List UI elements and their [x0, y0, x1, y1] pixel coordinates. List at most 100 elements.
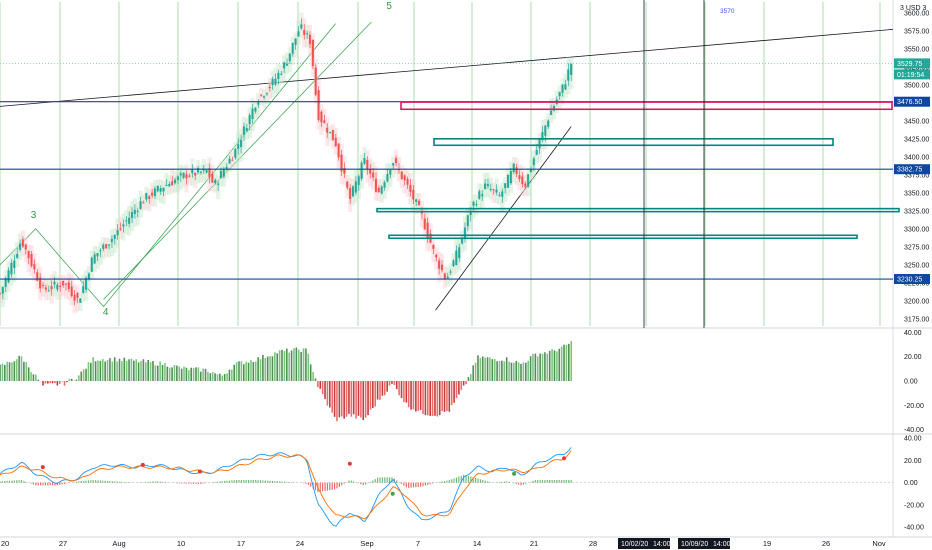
- price-candle[interactable]: [20, 230, 26, 257]
- price-candle[interactable]: [526, 168, 531, 197]
- price-candle[interactable]: [273, 67, 278, 95]
- price-candle[interactable]: [371, 162, 376, 190]
- price-candle[interactable]: [58, 275, 63, 300]
- price-candle[interactable]: [462, 216, 468, 251]
- price-candle[interactable]: [118, 216, 123, 240]
- price-candle[interactable]: [101, 237, 106, 260]
- price-candle[interactable]: [63, 277, 69, 299]
- price-candle[interactable]: [310, 33, 316, 78]
- price-candle[interactable]: [491, 182, 496, 203]
- price-candle[interactable]: [480, 184, 485, 209]
- price-candle[interactable]: [405, 170, 410, 197]
- trendline[interactable]: [435, 126, 572, 311]
- price-candle[interactable]: [376, 179, 382, 202]
- price-candle[interactable]: [388, 163, 393, 187]
- price-candle[interactable]: [181, 166, 186, 188]
- price-candle[interactable]: [26, 244, 31, 273]
- price-candle[interactable]: [500, 182, 505, 211]
- price-candle[interactable]: [6, 261, 11, 292]
- price-candle[interactable]: [250, 98, 255, 132]
- price-candle[interactable]: [563, 73, 568, 99]
- price-candle[interactable]: [488, 177, 493, 200]
- price-zone-rectangle[interactable]: [400, 101, 893, 111]
- price-candle[interactable]: [382, 174, 387, 199]
- price-candle[interactable]: [253, 101, 258, 122]
- price-candle[interactable]: [256, 93, 261, 117]
- price-candle[interactable]: [144, 186, 149, 210]
- price-candle[interactable]: [207, 157, 212, 192]
- price-candle[interactable]: [365, 150, 370, 183]
- price-candle[interactable]: [485, 172, 491, 197]
- price-candle[interactable]: [55, 276, 60, 300]
- price-candle[interactable]: [184, 164, 189, 193]
- price-candle[interactable]: [132, 198, 138, 227]
- price-candle[interactable]: [546, 113, 551, 138]
- price-candle[interactable]: [164, 173, 169, 195]
- price-candle[interactable]: [293, 32, 298, 58]
- price-candle[interactable]: [540, 120, 545, 151]
- price-candle[interactable]: [129, 201, 135, 232]
- price-candle[interactable]: [482, 173, 488, 198]
- price-candle[interactable]: [213, 172, 218, 193]
- price-candle[interactable]: [517, 164, 522, 191]
- price-candle[interactable]: [46, 279, 51, 300]
- price-candle[interactable]: [569, 57, 574, 89]
- price-candle[interactable]: [448, 263, 453, 283]
- price-candle[interactable]: [342, 156, 347, 186]
- price-candle[interactable]: [537, 133, 542, 163]
- price-candle[interactable]: [566, 57, 571, 95]
- price-candle[interactable]: [247, 107, 252, 139]
- price-candle[interactable]: [437, 251, 442, 283]
- price-candle[interactable]: [187, 167, 192, 186]
- price-candle[interactable]: [391, 156, 396, 178]
- price-candle[interactable]: [359, 154, 364, 189]
- time-axis[interactable]: 2027Aug101724Sep71421285121926Nov: [1, 539, 886, 548]
- price-candle[interactable]: [304, 24, 310, 47]
- price-candle[interactable]: [190, 158, 195, 186]
- price-candle[interactable]: [307, 25, 313, 56]
- price-candle[interactable]: [147, 188, 152, 212]
- price-candle[interactable]: [29, 244, 34, 276]
- price-candle[interactable]: [451, 253, 456, 276]
- price-candle[interactable]: [115, 218, 120, 248]
- price-candle[interactable]: [270, 70, 275, 98]
- price-candle[interactable]: [356, 168, 361, 199]
- price-candle[interactable]: [505, 168, 511, 196]
- price-candle[interactable]: [127, 205, 132, 236]
- price-candle[interactable]: [12, 248, 17, 283]
- price-candle[interactable]: [290, 36, 295, 65]
- price-candle[interactable]: [61, 274, 66, 296]
- price-zone-rectangle[interactable]: [433, 138, 834, 147]
- price-candle[interactable]: [497, 186, 502, 205]
- price-candle[interactable]: [557, 85, 562, 109]
- price-candle[interactable]: [353, 170, 359, 203]
- price-candle[interactable]: [221, 160, 227, 187]
- price-candle[interactable]: [261, 89, 267, 108]
- price-candle[interactable]: [149, 182, 155, 207]
- price-candle[interactable]: [327, 125, 333, 142]
- price-candle[interactable]: [17, 233, 23, 260]
- price-candle[interactable]: [514, 157, 519, 186]
- price-candle[interactable]: [49, 274, 54, 304]
- price-candle[interactable]: [161, 181, 166, 205]
- price-candle[interactable]: [95, 246, 100, 270]
- price-candle[interactable]: [414, 192, 419, 215]
- price-candle[interactable]: [204, 163, 209, 182]
- price-candle[interactable]: [299, 12, 304, 38]
- price-candle[interactable]: [368, 158, 373, 187]
- price-candle[interactable]: [241, 116, 247, 149]
- price-candle[interactable]: [104, 237, 109, 257]
- price-candle[interactable]: [0, 286, 3, 304]
- price-candle[interactable]: [282, 55, 287, 82]
- price-candle[interactable]: [89, 250, 94, 280]
- macd-oscillator-pane[interactable]: 40.00 20.00 0.00 -20.00 -40.00: [0, 436, 924, 532]
- price-candle[interactable]: [106, 238, 112, 258]
- price-candle[interactable]: [66, 272, 72, 301]
- price-candle[interactable]: [175, 168, 181, 193]
- price-candle[interactable]: [350, 178, 356, 206]
- price-candle[interactable]: [560, 78, 565, 105]
- price-candle[interactable]: [121, 213, 126, 241]
- price-candle[interactable]: [411, 179, 416, 213]
- price-candle[interactable]: [78, 292, 83, 311]
